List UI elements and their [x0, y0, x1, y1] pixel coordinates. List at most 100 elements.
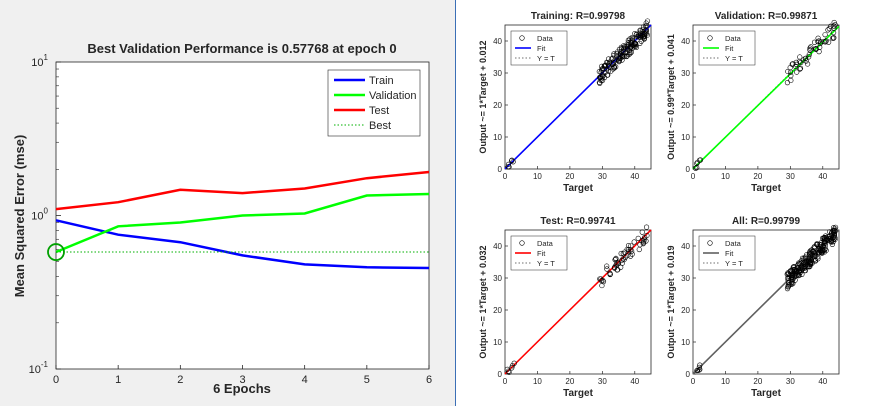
data-point [618, 53, 624, 59]
performance-legend: Train Validation Test Best [327, 69, 421, 137]
data-point [791, 264, 797, 270]
data-point [815, 254, 821, 260]
data-point [786, 280, 792, 286]
data-point [822, 39, 828, 45]
data-point [805, 61, 811, 67]
regression-title-validation: Validation: R=0.99871 [715, 11, 818, 22]
x-tick-label: 0 [53, 374, 59, 386]
best-epoch-marker [47, 243, 65, 261]
data-point [821, 249, 828, 255]
x-tick-label: 5 [364, 374, 370, 386]
regression-legend-validation: Data Fit Y = T [698, 30, 756, 66]
data-point [832, 225, 838, 232]
data-point [785, 68, 791, 75]
data-point [505, 368, 512, 374]
data-point [614, 262, 620, 268]
legend-label-fit: Fit [725, 249, 734, 258]
x-tick-label: 3 [239, 374, 245, 386]
data-point [814, 241, 820, 247]
data-point [605, 68, 612, 74]
y-tick-label: 30 [493, 274, 502, 283]
data-point [631, 239, 637, 245]
data-point [820, 248, 826, 254]
data-point [637, 242, 643, 248]
legend-label-y-equals-t: Y = T [725, 54, 743, 63]
data-point [697, 157, 704, 163]
y-tick-label: 0 [686, 370, 691, 379]
y-tick-label: 30 [681, 274, 690, 283]
data-point [642, 23, 649, 29]
x-tick-label: 2 [177, 374, 183, 386]
x-tick-label: 30 [786, 172, 795, 181]
data-point [697, 362, 703, 368]
data-point [601, 66, 607, 72]
data-point [832, 228, 838, 234]
legend-label-best: Best [369, 120, 391, 132]
regression-xlabel-all: Target [751, 388, 781, 399]
data-point [629, 35, 635, 41]
x-tick-label: 6 [426, 374, 432, 386]
data-point [815, 39, 821, 45]
performance-chart: Best Validation Performance is 0.57768 a… [12, 41, 432, 396]
data-point [823, 38, 829, 44]
data-point [799, 255, 806, 261]
data-point [639, 229, 645, 235]
data-point [619, 260, 625, 266]
performance-xlabel: 6 Epochs [213, 381, 271, 396]
regression-ylabel-training: Output ~= 1*Target + 0.012 [478, 40, 488, 153]
data-point [807, 249, 813, 256]
data-point [625, 243, 632, 249]
x-tick-label: 40 [630, 377, 639, 386]
data-point [793, 269, 799, 275]
legend-label-y-equals-t: Y = T [537, 54, 555, 63]
data-point [643, 224, 650, 230]
data-point [813, 45, 819, 52]
legend-label-test: Test [369, 105, 389, 117]
y-tick-label: 40 [681, 242, 690, 251]
data-point [597, 276, 603, 282]
legend-swatch-data [707, 35, 713, 41]
data-point [599, 282, 605, 289]
data-point [628, 49, 634, 55]
data-point [791, 272, 797, 279]
x-tick-label: 10 [533, 172, 542, 181]
y-tick-label: 20 [493, 101, 502, 110]
data-point [600, 277, 606, 284]
data-point [832, 224, 839, 230]
data-point [618, 250, 624, 257]
data-point [788, 268, 795, 274]
x-tick-label: 20 [753, 377, 762, 386]
legend-label-y-equals-t: Y = T [537, 259, 555, 268]
data-point [793, 61, 799, 67]
data-point [798, 258, 804, 264]
data-point [614, 259, 620, 266]
performance-series [47, 170, 430, 270]
data-point [629, 248, 635, 254]
data-point [628, 243, 634, 249]
legend-label-data: Data [537, 239, 554, 248]
data-point [797, 66, 803, 72]
x-tick-label: 20 [753, 172, 762, 181]
regression-xlabel-test: Target [563, 388, 593, 399]
data-point [790, 61, 796, 67]
x-tick-label: 20 [565, 172, 574, 181]
y-tick-label: 20 [493, 306, 502, 315]
data-point [622, 44, 628, 50]
data-point [802, 261, 808, 268]
data-point [801, 255, 807, 261]
data-point [598, 69, 604, 75]
data-point [615, 267, 621, 273]
data-point [787, 281, 793, 288]
regression-legend-all: Data Fit Y = T [698, 235, 756, 271]
regression-legend-test: Data Fit Y = T [510, 235, 568, 271]
series-line-test [55, 170, 430, 211]
data-point [831, 19, 837, 26]
data-point [822, 32, 828, 38]
regression-title-test: Test: R=0.99741 [540, 216, 616, 227]
data-point [608, 68, 614, 74]
data-point [694, 367, 700, 374]
data-point [616, 46, 622, 52]
data-point [794, 263, 800, 269]
y-tick-label: 40 [493, 37, 502, 46]
legend-swatch-data [707, 240, 713, 246]
